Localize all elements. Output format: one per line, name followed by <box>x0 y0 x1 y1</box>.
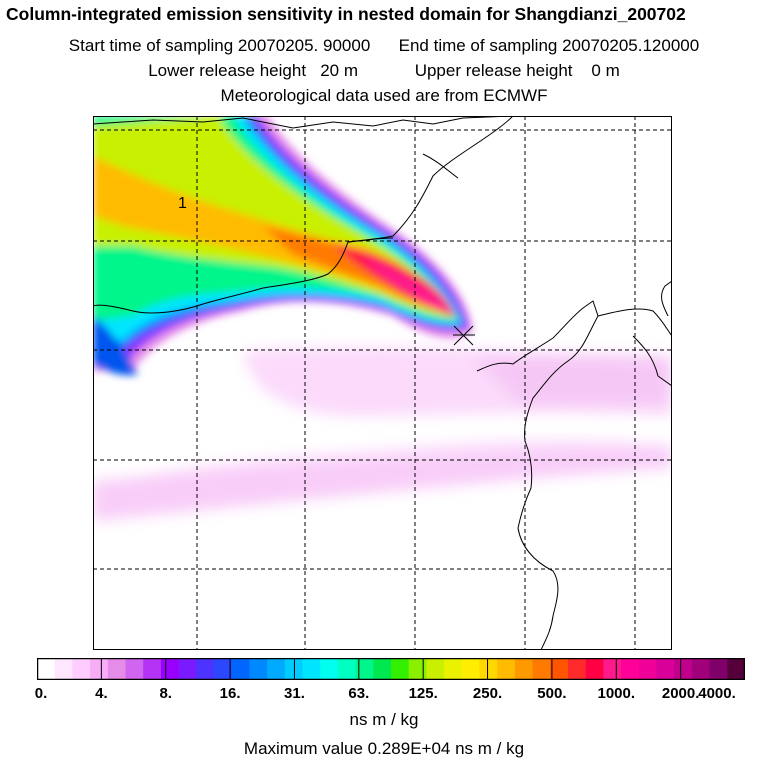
legend-tick-label: 8. <box>159 685 172 702</box>
legend-color-cell <box>479 658 498 680</box>
legend-color-cell <box>249 658 268 680</box>
legend-color-cell <box>638 658 658 680</box>
legend-color-cell <box>603 658 622 680</box>
legend-color-cell <box>408 658 427 680</box>
legend-color-cell <box>373 658 392 680</box>
legend-color-cell <box>674 658 693 680</box>
legend-color-cell <box>214 658 233 680</box>
meteorological-data-note: Meteorological data used are from ECMWF <box>220 86 548 105</box>
start-time: Start time of sampling 20070205. 90000 <box>68 36 371 55</box>
legend-color-cell <box>90 658 109 680</box>
legend-tick-label: 2000. <box>661 685 700 702</box>
legend-color-cell <box>568 658 587 680</box>
legend-color-cell <box>178 658 197 680</box>
legend-color-cell <box>550 658 569 680</box>
legend-color-cell <box>107 658 127 680</box>
legend-color-cell <box>355 658 374 680</box>
legend-color-cell <box>461 658 481 680</box>
legend-tick-label: 500. <box>537 685 567 702</box>
legend-color-cell <box>656 658 675 680</box>
legend-tick-label: 16. <box>219 685 241 702</box>
release-height-line: Lower release height 20 m Upper release … <box>0 61 768 81</box>
plume-label-1: 1 <box>178 195 187 212</box>
maximum-value: Maximum value 0.289E+04 ns m / kg <box>243 739 525 758</box>
map-frame <box>93 116 672 650</box>
legend-color-cell <box>231 658 250 680</box>
legend-color-cell <box>143 658 162 680</box>
color-legend <box>37 658 745 680</box>
lower-release-height: Lower release height 20 m <box>148 61 359 80</box>
legend-color-cell <box>444 658 463 680</box>
legend-color-cell <box>37 658 56 680</box>
legend-color-cell <box>709 658 728 680</box>
plot-title: Column-integrated emission sensitivity i… <box>6 4 686 24</box>
legend-color-cell <box>514 658 534 680</box>
station-marker-icon <box>453 325 475 346</box>
legend-tick-label: 63. <box>348 685 370 702</box>
end-time: End time of sampling 20070205.120000 <box>398 36 700 55</box>
legend-tick-label: 1000. <box>597 685 636 702</box>
sampling-time-line: Start time of sampling 20070205. 90000 E… <box>0 36 768 56</box>
coastlines <box>93 116 672 650</box>
low-sensitivity-field <box>93 347 672 521</box>
legend-color-cell <box>196 658 215 680</box>
legend-color-cell <box>72 658 91 680</box>
upper-release-height: Upper release height 0 m <box>414 61 620 80</box>
sensitivity-map: 1 <box>93 116 672 650</box>
legend-color-cell <box>160 658 180 680</box>
legend-color-cell <box>391 658 410 680</box>
legend-tick-label: 4. <box>95 685 108 702</box>
legend-color-cell <box>585 658 604 680</box>
emission-plume <box>93 116 473 376</box>
legend-color-cell <box>532 658 551 680</box>
legend-tick-label: 125. <box>408 685 438 702</box>
legend-color-cell <box>691 658 711 680</box>
legend-color-cell <box>54 658 73 680</box>
map-grid <box>93 116 672 650</box>
legend-color-cell <box>337 658 357 680</box>
legend-tick-label: 4000. <box>698 685 736 702</box>
legend-color-cell <box>621 658 640 680</box>
legend-unit: ns m / kg <box>349 710 419 729</box>
legend-color-cell <box>727 658 745 680</box>
legend-color-cell <box>426 658 445 680</box>
legend-color-cell <box>320 658 339 680</box>
legend-tick-label: 250. <box>472 685 503 702</box>
legend-color-cell <box>302 658 321 680</box>
legend-color-cell <box>497 658 516 680</box>
legend-tick-label: 0. <box>34 685 48 702</box>
legend-tick-label: 31. <box>284 685 305 702</box>
legend-color-cell <box>267 658 286 680</box>
legend-color-cell <box>125 658 144 680</box>
